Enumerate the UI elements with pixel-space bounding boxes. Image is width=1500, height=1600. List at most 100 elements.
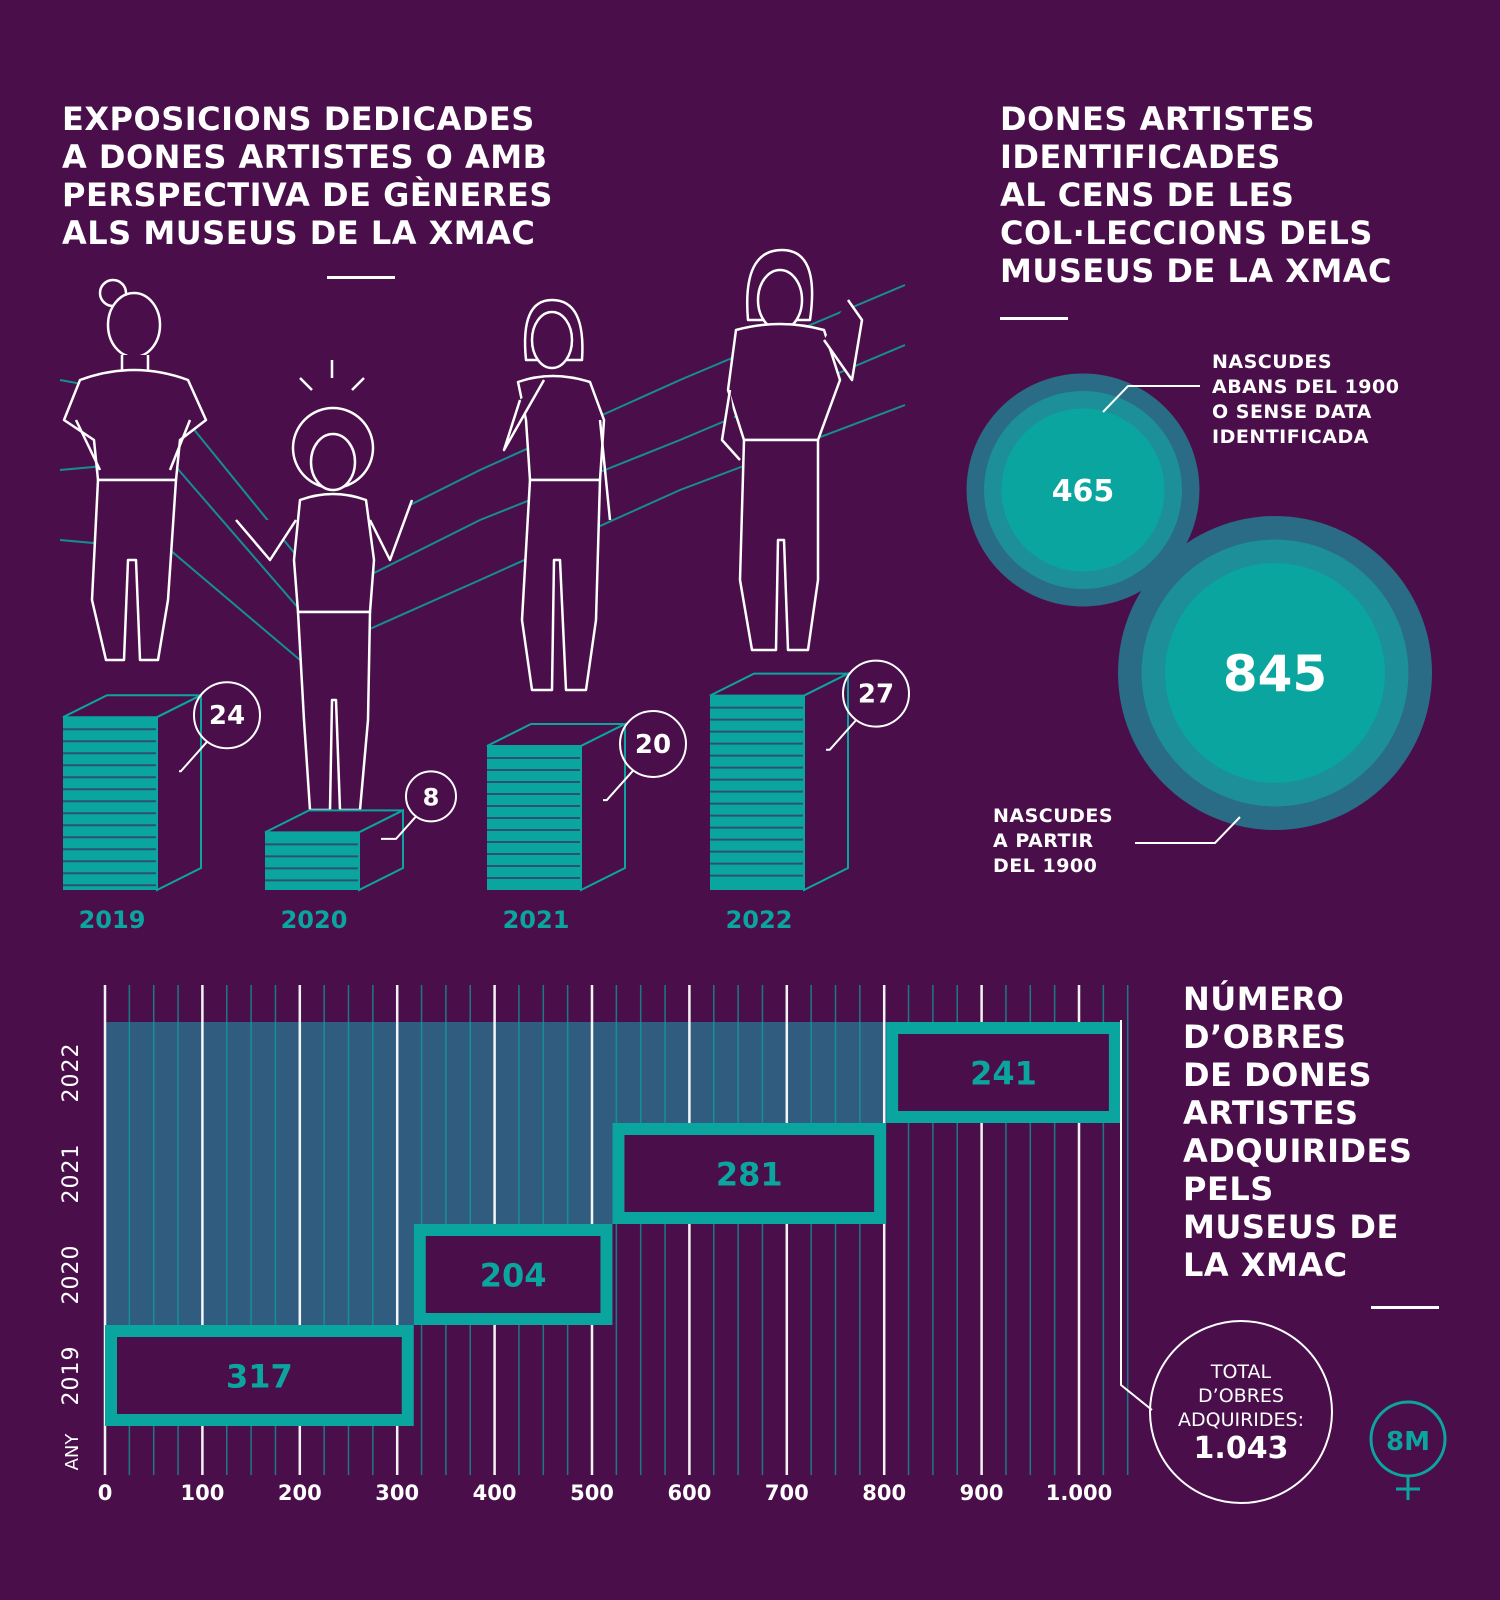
circle-value-label: 845 — [1223, 645, 1327, 703]
label-line: NASCUDES — [993, 805, 1114, 827]
woman-figure-2021-icon — [502, 298, 612, 692]
bar-value-label: 8 — [423, 783, 440, 811]
exhibition-bar-2022: 27 2022 — [709, 659, 910, 934]
total-connector — [1120, 1020, 1153, 1411]
label-line: NASCUDES — [1212, 351, 1333, 373]
acq-tick-label: 900 — [960, 1481, 1004, 1505]
census-circle-before-1900: 465 — [966, 373, 1200, 607]
acquisitions-title-line: PELS — [1183, 1170, 1274, 1208]
acq-tick-label: 600 — [667, 1481, 711, 1505]
acq-axis-label: ANY — [62, 1433, 83, 1471]
bar-side — [358, 808, 404, 892]
after-1900-connector — [1135, 816, 1241, 844]
bar-category-label: 2022 — [726, 906, 793, 934]
acq-segment-inner — [425, 1236, 601, 1313]
acquisitions-title-line: ADQUIRIDES — [1183, 1132, 1413, 1170]
label-line: A PARTIR — [993, 830, 1094, 852]
title-underline — [327, 276, 395, 279]
acq-segment-inner — [117, 1337, 402, 1414]
acq-tick-label: 300 — [375, 1481, 419, 1505]
exhibitions-title-line: A DONES ARTISTES O AMB — [62, 138, 548, 176]
acq-tick-label: 0 — [98, 1481, 113, 1505]
acq-segment-2021: 281 2021 — [59, 1123, 887, 1224]
census-title-line: COL·LECCIONS DELS — [1000, 214, 1373, 252]
label-line: DEL 1900 — [993, 855, 1098, 877]
exhibition-bar-2020: 8 2020 — [264, 770, 457, 934]
exhibition-bar-2019: 24 2019 — [62, 681, 261, 934]
bar-value-connector — [826, 719, 857, 751]
bar-category-label: 2020 — [281, 906, 348, 934]
acquisitions-title: NÚMERO D’OBRES DE DONES ARTISTES ADQUIRI… — [1183, 980, 1412, 1284]
bar-category-label: 2019 — [79, 906, 146, 934]
bar-value-connector — [179, 740, 208, 773]
acquisitions-title-line: LA XMAC — [1183, 1246, 1348, 1284]
acq-tick-label: 700 — [765, 1481, 809, 1505]
total-callout — [1120, 1020, 1333, 1504]
circle-inner — [1001, 408, 1165, 572]
label-born-after-1900: NASCUDES A PARTIR DEL 1900 — [993, 804, 1113, 879]
circle-value-label: 465 — [1052, 474, 1115, 509]
label-line: O SENSE DATA — [1212, 401, 1372, 423]
census-title-line: IDENTIFICADES — [1000, 138, 1281, 176]
bar-value-bubble — [193, 681, 261, 750]
census-title-line: MUSEUS DE LA XMAC — [1000, 252, 1393, 290]
acquisitions-title-line: MUSEUS DE — [1183, 1208, 1399, 1246]
bar-value-bubble — [405, 770, 457, 823]
woman-figure-2022-icon — [720, 248, 864, 652]
census-title-line: DONES ARTISTES — [1000, 100, 1316, 138]
bar-value-connector — [603, 769, 634, 802]
acq-tick-label: 500 — [570, 1481, 614, 1505]
acquisitions-chart: 317 2019 204 2020 281 2021 241 2022 ANY 0 100 200 30… — [59, 985, 1129, 1505]
label-born-before-1900: NASCUDES ABANS DEL 1900 O SENSE DATA IDE… — [1212, 350, 1399, 450]
acq-tick-label: 100 — [180, 1481, 224, 1505]
circle-inner — [1165, 563, 1385, 783]
total-value: 1.043 — [1193, 1431, 1289, 1466]
acq-year-label: 2021 — [59, 1144, 84, 1204]
acq-tick-label: 200 — [278, 1481, 322, 1505]
acq-segment-2020: 204 2020 — [59, 1224, 613, 1325]
acq-year-label: 2020 — [59, 1245, 84, 1305]
woman-figure-2020-icon — [235, 360, 414, 812]
bar-side — [156, 693, 202, 892]
census-title-line: AL CENS DE LES — [1000, 176, 1295, 214]
exhibitions-title-line: ALS MUSEUS DE LA XMAC — [62, 214, 536, 252]
bar-value-bubble — [842, 659, 910, 728]
bar-front — [710, 695, 804, 890]
bar-value-label: 27 — [858, 680, 894, 710]
bar-front — [63, 717, 157, 890]
bar-value-bubble — [619, 710, 687, 778]
acq-segment-value: 281 — [716, 1156, 783, 1194]
exhibition-bar-2021: 20 2021 — [486, 710, 687, 934]
acq-segment-inner — [624, 1135, 875, 1212]
bar-category-label: 2021 — [503, 906, 570, 934]
8m-badge-text: 8M — [1386, 1427, 1430, 1457]
exhibitions-title: EXPOSICIONS DEDICADES A DONES ARTISTES O… — [62, 100, 553, 252]
label-line: IDENTIFICADA — [1212, 426, 1369, 448]
total-label-line: TOTAL — [1210, 1361, 1272, 1383]
exhibitions-title-line: PERSPECTIVA DE GÈNERES — [62, 176, 553, 214]
bar-value-connector — [381, 815, 417, 840]
acquisitions-title-line: D’OBRES — [1183, 1018, 1347, 1056]
total-label-line: D’OBRES — [1198, 1385, 1284, 1407]
census-chart: 465 845 — [966, 373, 1432, 844]
acq-tick-label: 1.000 — [1046, 1481, 1112, 1505]
total-circle — [1149, 1320, 1333, 1504]
8m-badge: 8M — [1369, 1400, 1447, 1500]
census-title: DONES ARTISTES IDENTIFICADES AL CENS DE … — [1000, 100, 1392, 290]
acq-segment-2022: 241 2022 — [59, 1022, 1121, 1123]
exhibitions-title-line: EXPOSICIONS DEDICADES — [62, 100, 535, 138]
bar-side — [803, 671, 849, 892]
acq-year-label: 2019 — [59, 1346, 84, 1406]
acq-tick-label: 400 — [473, 1481, 517, 1505]
acq-segment-value: 241 — [970, 1055, 1037, 1093]
acq-segment-2019: 317 2019 — [59, 1325, 414, 1426]
census-circle-after-1900: 845 — [1118, 516, 1432, 830]
acq-tick-label: 800 — [862, 1481, 906, 1505]
acq-year-label: 2022 — [59, 1043, 84, 1103]
woman-figure-2019-icon — [62, 278, 208, 662]
acq-band-2020 — [105, 1224, 414, 1325]
bar-side — [580, 722, 626, 892]
acquisitions-title-line: DE DONES — [1183, 1056, 1373, 1094]
